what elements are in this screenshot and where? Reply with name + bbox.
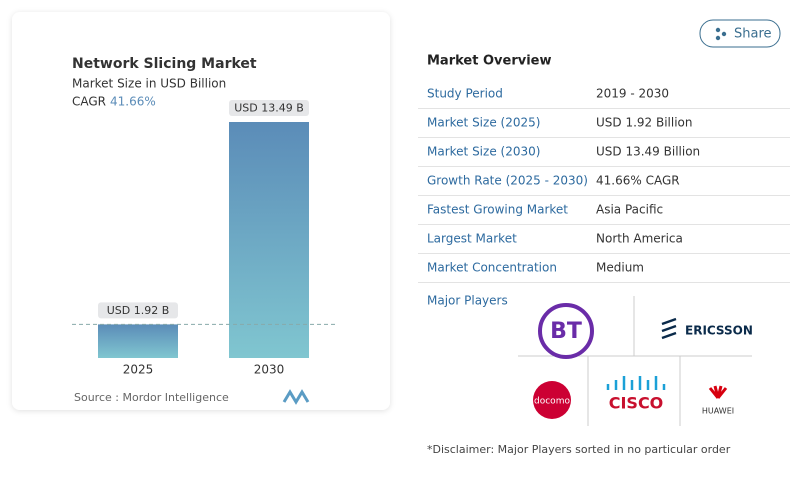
overview-label: Market Size (2025) [427,116,540,130]
chart-title: Network Slicing Market [72,56,257,72]
cagr-value: 41.66% [110,95,156,109]
x-tick-label: 2030 [254,363,285,377]
share-label[interactable]: Share [734,27,772,42]
share-button[interactable] [699,19,781,48]
overview-value: Medium [596,261,644,275]
bt-logo [538,303,594,359]
huawei-mark [708,385,728,399]
cisco-mark [606,376,666,390]
overview-value: 2019 - 2030 [596,87,669,101]
overview-label: Largest Market [427,232,517,246]
value-label-box [98,302,178,319]
overview-value: 41.66% CAGR [596,174,680,188]
ericsson-mark [661,317,677,340]
bar [98,324,178,358]
overview-label: Study Period [427,87,503,101]
disclaimer: *Disclaimer: Major Players sorted in no … [427,443,731,456]
value-label-box [229,100,309,116]
value-label: USD 1.92 B [107,304,170,317]
huawei-logo: HUAWEI [702,407,734,416]
share-icon [721,31,727,37]
overview-value: North America [596,232,683,246]
players-title: Major Players [427,294,508,308]
docomo-logo [533,381,571,419]
share-icon [715,27,721,33]
cagr-label: CAGR [72,95,106,109]
overview-label: Growth Rate (2025 - 2030) [427,174,588,188]
overview-label: Market Size (2030) [427,145,540,159]
chart-subtitle: Market Size in USD Billion [72,77,226,91]
bt-logo-text: BT [550,319,582,344]
cisco-logo: CISCO [609,394,664,413]
overview-value: USD 13.49 Billion [596,145,700,159]
overview-value: USD 1.92 Billion [596,116,693,130]
overview-title: Market Overview [427,54,551,69]
brand-logo [282,389,310,405]
docomo-logo-text: docomo [534,397,570,407]
x-tick-label: 2025 [123,363,154,377]
share-icon [715,35,721,41]
source: Source : Mordor Intelligence [74,391,229,404]
bar [229,122,309,358]
ericsson-logo: ERICSSON [685,324,753,338]
overview-value: Asia Pacific [596,203,663,217]
overview-label: Market Concentration [427,261,557,275]
overview-label: Fastest Growing Market [427,203,568,217]
value-label: USD 13.49 B [234,102,304,115]
